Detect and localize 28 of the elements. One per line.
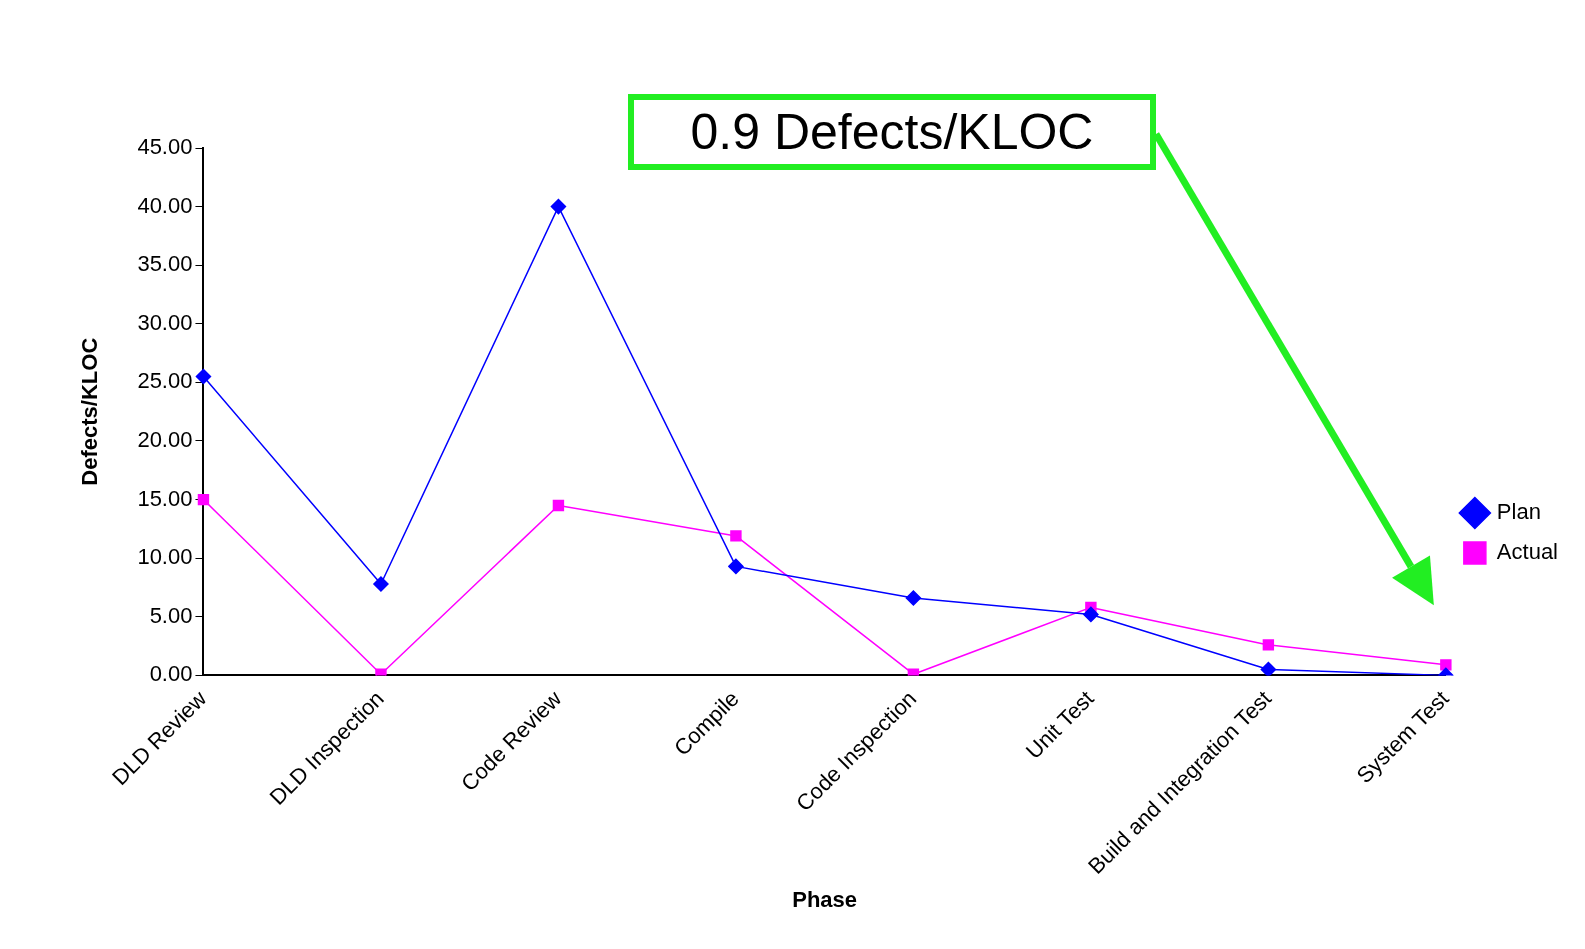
y-tick-label: 25.00 (137, 368, 193, 394)
y-tick-label: 20.00 (137, 427, 193, 453)
point (905, 590, 922, 606)
y-tick-label: 45.00 (137, 134, 193, 160)
legend-label: Plan (1496, 499, 1541, 525)
point (1083, 606, 1099, 623)
point (730, 530, 742, 542)
y-tick-label: 5.00 (149, 602, 193, 628)
point (1262, 639, 1275, 651)
x-axis-title: Phase (792, 886, 858, 912)
y-tick-label: 15.00 (137, 485, 193, 511)
y-tick-label: 10.00 (137, 544, 193, 570)
point (1260, 661, 1277, 676)
point (373, 576, 389, 592)
y-axis-title: Defects/KLOC (77, 337, 103, 486)
point (552, 499, 565, 512)
y-tick-label: 40.00 (137, 192, 193, 218)
y-tick-label: 35.00 (137, 251, 193, 277)
point (728, 558, 744, 575)
point (195, 368, 212, 385)
point (550, 198, 567, 215)
y-tick-label: 0.00 (149, 661, 193, 687)
annotation: 0.9 Defects/KLOC (628, 94, 1156, 170)
x-tick-label: Unit Test (1020, 685, 1099, 764)
point (197, 493, 210, 506)
point (1440, 659, 1452, 671)
legend-label: Actual (1496, 539, 1559, 565)
y-tick-label: 30.00 (137, 309, 193, 335)
